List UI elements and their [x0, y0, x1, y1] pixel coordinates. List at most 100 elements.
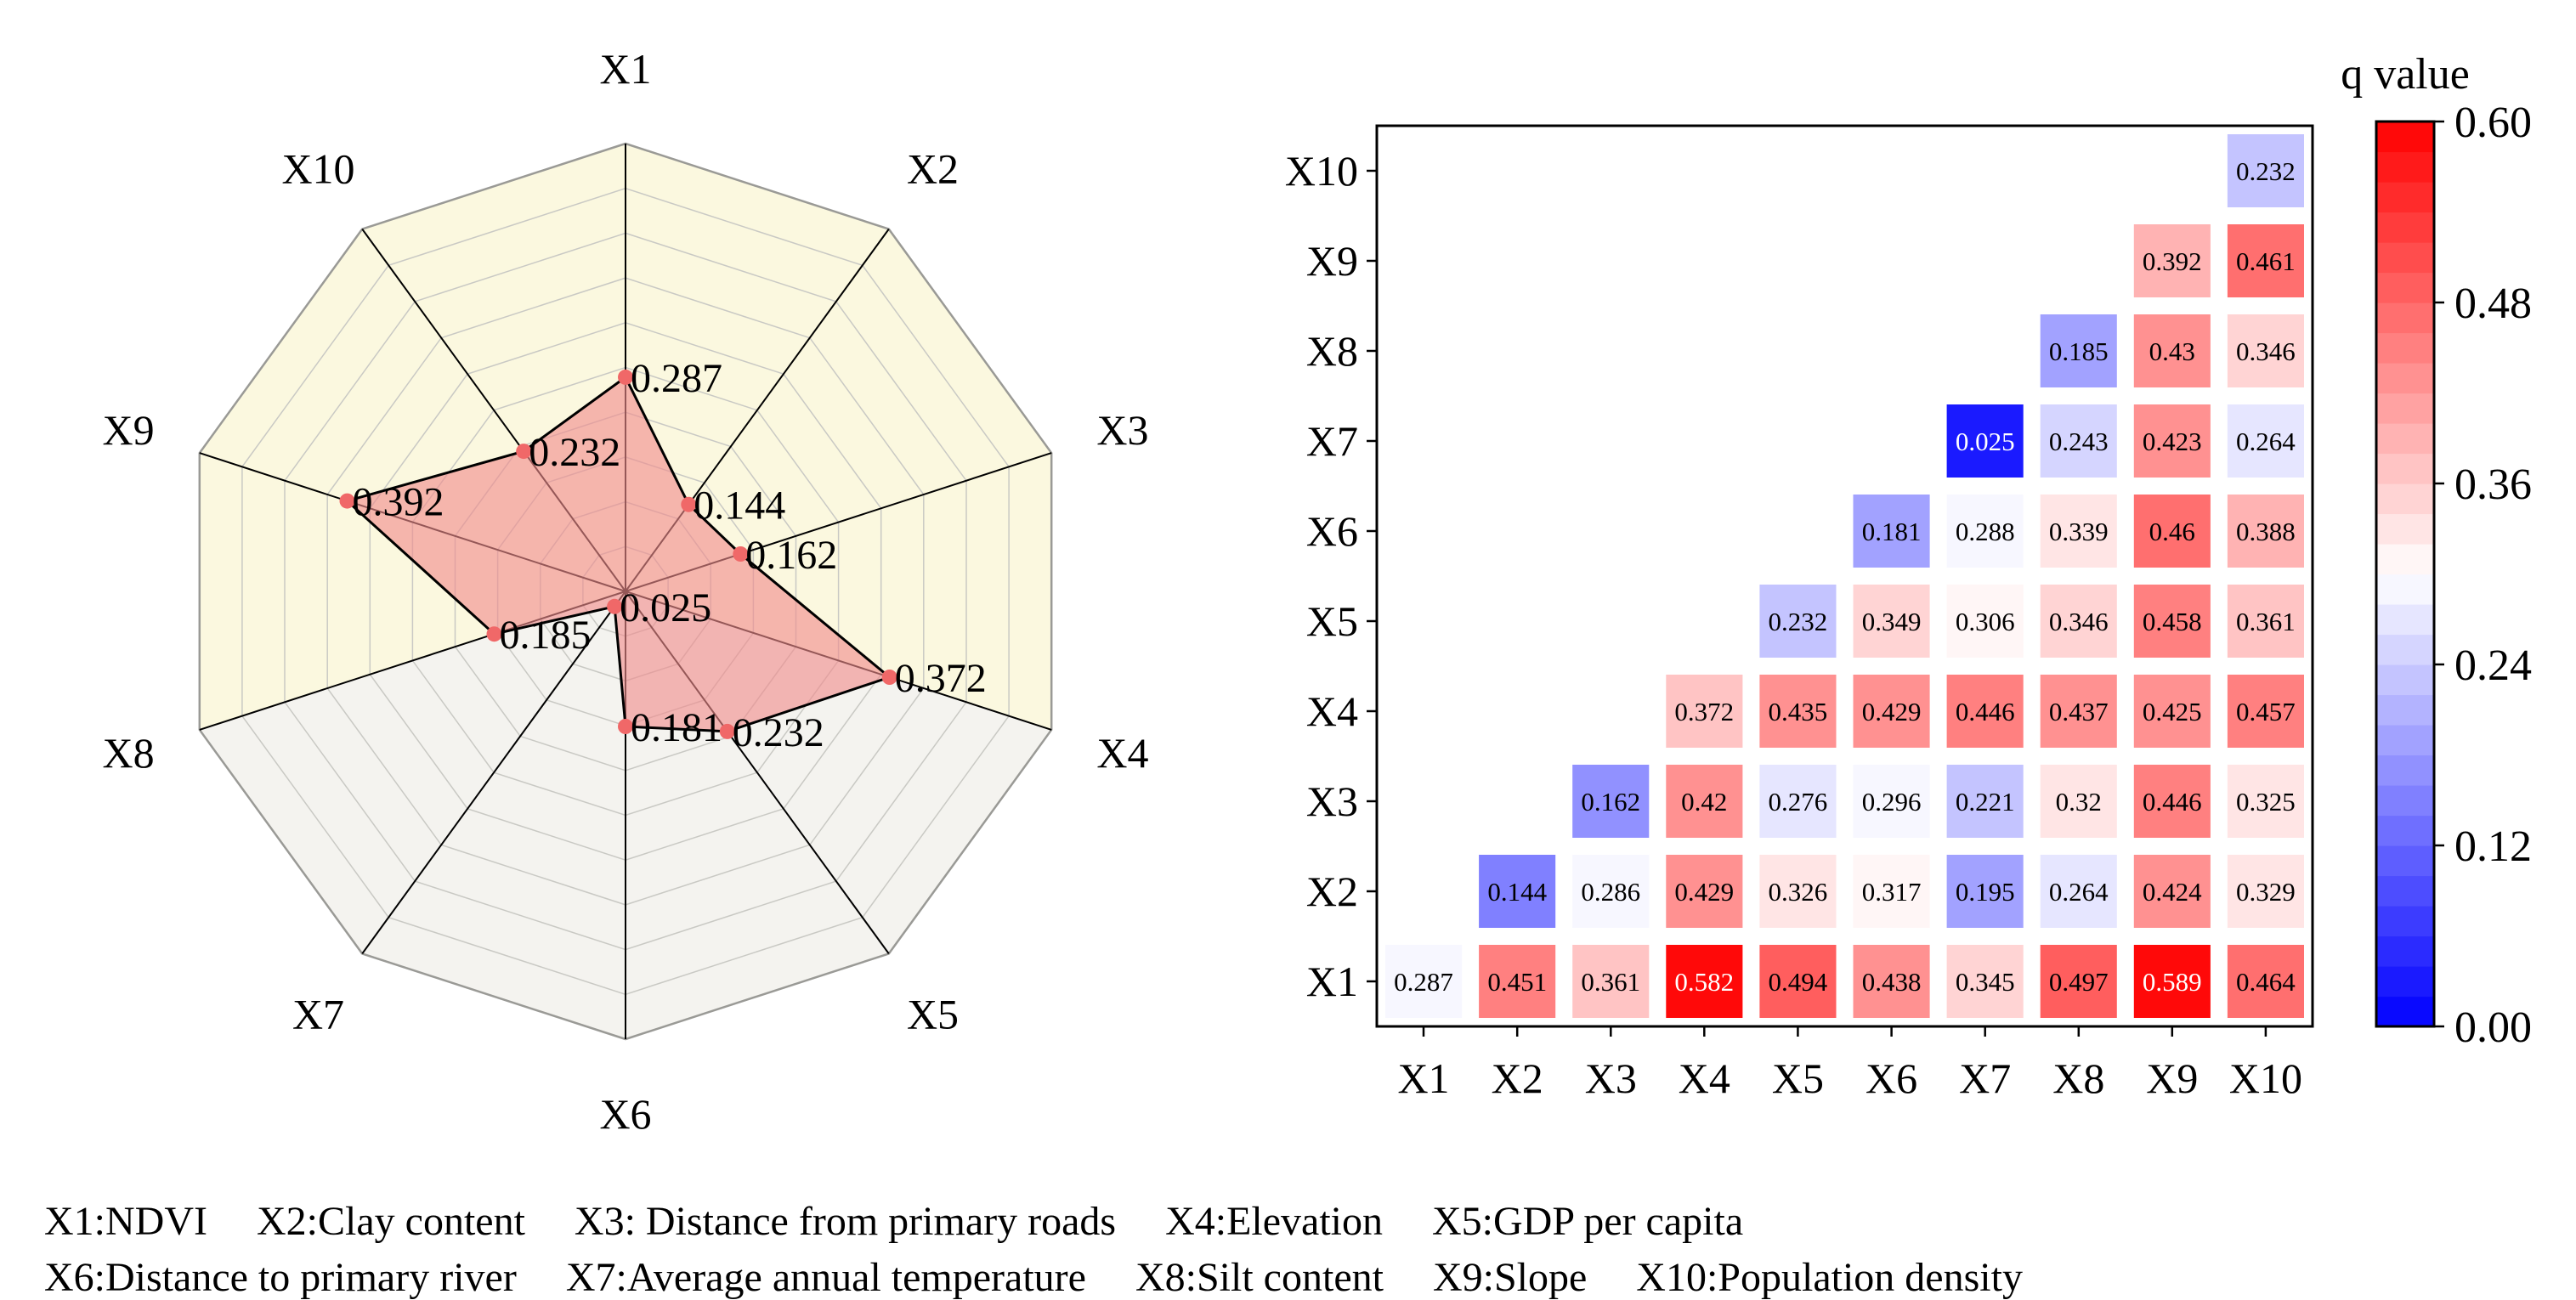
heatmap-label-cell-x2-x10: 0.329 [2236, 877, 2296, 907]
heatmap-x-labels: X1 X2 X3 X4 X5 X6 X7 X8 X9 X10 [1397, 1054, 2302, 1102]
radar-value-label-x5: 0.232 [733, 710, 824, 755]
radar-marker-x6 [618, 719, 633, 734]
heatmap-cell-x3-x8 [2040, 765, 2117, 838]
radar-markers [339, 369, 897, 739]
heatmap-label-cell-x2-x3: 0.286 [1581, 877, 1640, 907]
heatmap-chart: 0.287 0.451 0.361 0.582 0.494 0.438 0.345 0.497… [1285, 124, 2314, 1102]
heatmap-cell-x7-x8 [2040, 404, 2117, 478]
radar-value-label-x3: 0.162 [745, 533, 837, 578]
heatmap-cell-x2-x8 [2040, 855, 2117, 928]
heatmap-y-label-x5: X5 [1306, 597, 1358, 645]
colorbar-step-10 [2376, 725, 2434, 756]
colorbar-step-30 [2376, 122, 2434, 153]
heatmap-cell-x1-x7 [1946, 945, 2024, 1018]
colorbar-step-17 [2376, 513, 2434, 545]
heatmap-x-label-x2: X2 [1492, 1054, 1543, 1102]
heatmap-label-cell-x2-x2: 0.144 [1487, 877, 1547, 907]
colorbar-step-3 [2376, 935, 2434, 967]
heatmap-label-cell-x4-x7: 0.446 [1956, 697, 2015, 726]
legend-x3: X3: Distance from primary roads [574, 1199, 1117, 1244]
colorbar-step-2 [2376, 966, 2434, 998]
heatmap-label-cell-x2-x4: 0.429 [1674, 877, 1734, 907]
heatmap-cell-x8-x10 [2227, 314, 2304, 387]
heatmap-label-cell-x2-x5: 0.326 [1769, 877, 1828, 907]
heatmap-label-cell-x5-x7: 0.306 [1956, 607, 2015, 636]
heatmap-cell-x1-x1 [1385, 945, 1463, 1018]
radar-chart: 0.2870.1440.1620.3720.2320.1810.0250.185… [103, 45, 1149, 1138]
heatmap-label-cell-x3-x9: 0.446 [2143, 787, 2202, 817]
radar-value-label-x4: 0.372 [895, 656, 987, 701]
legend-x8: X8:Silt content [1135, 1255, 1384, 1300]
colorbar-step-19 [2376, 453, 2434, 484]
heatmap-label-cell-x3-x6: 0.296 [1862, 787, 1922, 817]
heatmap-x-label-x8: X8 [2052, 1054, 2104, 1102]
radar-axis-label-x1: X1 [599, 45, 651, 93]
colorbar-tick-label-5: 0.60 [2454, 99, 2532, 147]
heatmap-y-label-x7: X7 [1306, 417, 1358, 465]
heatmap-cell-x9-x9 [2133, 224, 2211, 297]
heatmap-label-cell-x1-x1: 0.287 [1394, 967, 1453, 997]
heatmap-cell-x4-x8 [2040, 675, 2117, 748]
heatmap-label-cell-x5-x8: 0.346 [2049, 607, 2109, 636]
heatmap-cell-x2-x9 [2133, 855, 2211, 928]
radar-marker-x4 [881, 670, 897, 685]
heatmap-x-label-x1: X1 [1397, 1054, 1449, 1102]
radar-marker-x2 [681, 496, 697, 512]
legend-x7: X7:Average annual temperature [565, 1255, 1086, 1300]
colorbar-step-4 [2376, 906, 2434, 937]
heatmap-label-cell-x6-x10: 0.388 [2236, 517, 2296, 546]
heatmap-cell-x8-x9 [2133, 314, 2211, 387]
heatmap-label-cell-x3-x10: 0.325 [2236, 787, 2296, 817]
colorbar-tick-label-4: 0.48 [2454, 280, 2532, 328]
colorbar-tick-label-2: 0.24 [2454, 642, 2532, 690]
radar-marker-x8 [486, 626, 502, 642]
heatmap-label-cell-x2-x7: 0.195 [1956, 877, 2015, 907]
heatmap-cell-x5-x8 [2040, 585, 2117, 658]
radar-axis-label-x3: X3 [1096, 406, 1148, 454]
heatmap-label-cell-x5-x5: 0.232 [1769, 607, 1828, 636]
heatmap-ticks [1367, 169, 2267, 1037]
radar-spoke-x7 [361, 591, 626, 954]
heatmap-cell-x1-x6 [1853, 945, 1930, 1018]
heatmap-cell-x6-x9 [2133, 495, 2211, 568]
legend-x9: X9:Slope [1432, 1255, 1588, 1300]
heatmap-cell-x5-x9 [2133, 585, 2211, 658]
heatmap-label-cell-x1-x2: 0.451 [1487, 967, 1547, 997]
heatmap-x-label-x10: X10 [2229, 1054, 2302, 1102]
colorbar-step-18 [2376, 483, 2434, 515]
radar-marker-x7 [607, 598, 623, 614]
radar-value-label-x7: 0.025 [620, 585, 711, 630]
radar-axis-label-x9: X9 [103, 406, 155, 454]
radar-value-label-x6: 0.181 [631, 705, 722, 750]
legend-x5: X5:GDP per capita [1432, 1199, 1744, 1244]
heatmap-label-cell-x7-x10: 0.264 [2236, 427, 2296, 456]
heatmap-y-label-x3: X3 [1306, 777, 1358, 825]
radar-marker-x9 [339, 493, 355, 509]
heatmap-y-label-x4: X4 [1306, 687, 1358, 735]
colorbar-step-25 [2376, 272, 2434, 303]
heatmap-label-cell-x8-x10: 0.346 [2236, 336, 2296, 366]
heatmap-label-cell-x7-x7: 0.025 [1956, 427, 2015, 456]
heatmap-cell-x3-x5 [1759, 765, 1837, 838]
heatmap-label-cell-x1-x3: 0.361 [1581, 967, 1640, 997]
heatmap-x-label-x4: X4 [1679, 1054, 1730, 1102]
radar-value-labels: 0.2870.1440.1620.3720.2320.1810.0250.185… [353, 356, 987, 755]
radar-marker-x1 [618, 369, 633, 385]
colorbar-step-8 [2376, 785, 2434, 817]
heatmap-x-label-x7: X7 [1959, 1054, 2011, 1102]
radar-value-label-x2: 0.144 [694, 483, 785, 528]
heatmap-y-label-x2: X2 [1306, 868, 1358, 915]
colorbar-ticks: 0.00 0.12 0.24 0.36 0.48 0.60 [2434, 99, 2532, 1052]
heatmap-cell-x2-x6 [1853, 855, 1930, 928]
colorbar-step-23 [2376, 332, 2434, 364]
heatmap-label-cell-x5-x6: 0.349 [1862, 607, 1922, 636]
radar-axis-label-x5: X5 [907, 991, 959, 1038]
heatmap-cell-x2-x5 [1759, 855, 1837, 928]
heatmap-cell-x1-x2 [1479, 945, 1556, 1018]
heatmap-cell-x7-x10 [2227, 404, 2304, 478]
heatmap-cell-x4-x5 [1759, 675, 1837, 748]
heatmap-y-label-x6: X6 [1306, 507, 1358, 555]
heatmap-x-label-x9: X9 [2146, 1054, 2198, 1102]
heatmap-label-cell-x3-x8: 0.32 [2056, 787, 2102, 817]
colorbar-step-16 [2376, 544, 2434, 575]
